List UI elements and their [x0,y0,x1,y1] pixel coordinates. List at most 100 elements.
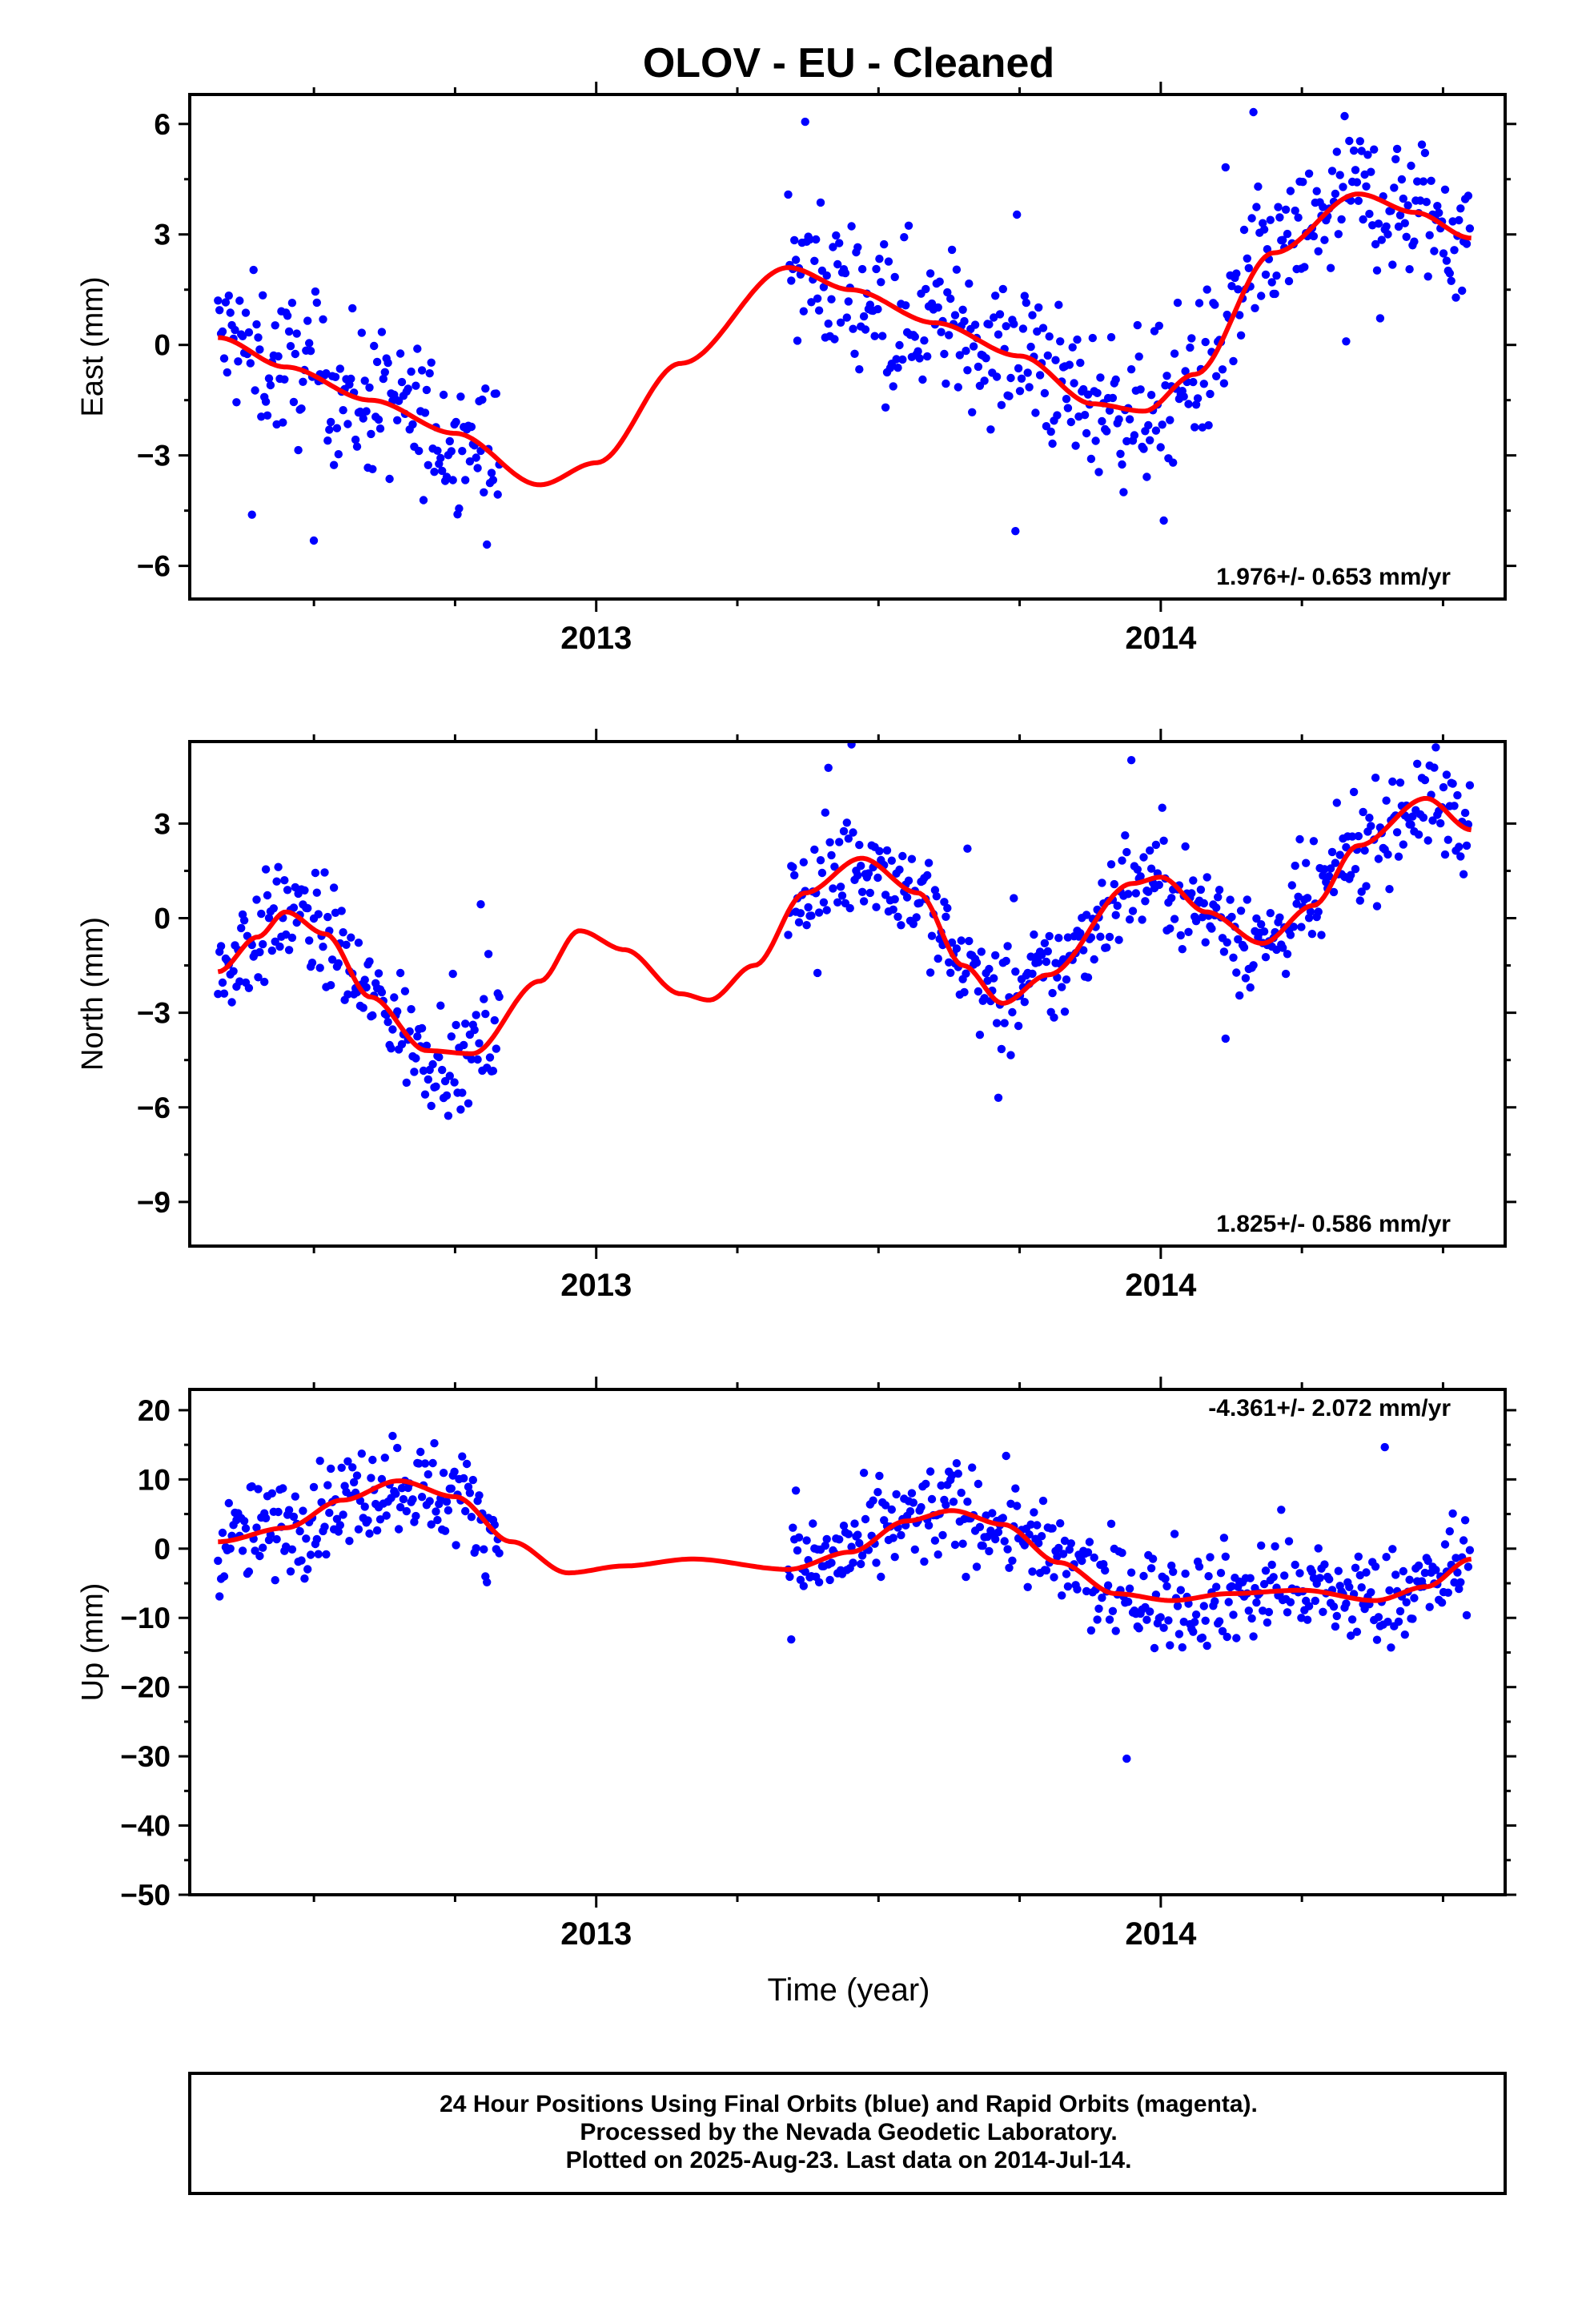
data-point [1178,1642,1187,1652]
data-point [801,117,809,127]
data-point [473,464,482,472]
data-point [972,958,982,967]
data-point [1046,427,1055,436]
data-point [480,1545,488,1554]
data-point [1352,178,1362,187]
data-point [396,968,405,978]
data-point [835,239,844,247]
data-point [274,1507,283,1517]
data-point [286,1567,295,1576]
data-point [1227,1582,1236,1591]
data-point [1170,349,1179,358]
data-point [385,474,394,484]
y-tick-label: 0 [154,1533,171,1566]
data-point [968,408,977,416]
data-point [432,1082,440,1092]
data-point [1372,902,1382,911]
data-point [291,1492,299,1501]
data-point [460,1474,468,1483]
data-point [1370,145,1379,154]
data-point [1335,171,1344,179]
data-point [347,374,355,384]
data-point [1362,882,1371,891]
data-point [1291,206,1299,215]
data-point [1216,1569,1226,1578]
data-point [1054,1543,1063,1553]
data-point [1408,1614,1417,1623]
data-point [1224,1598,1233,1606]
data-point [481,384,490,393]
data-point [430,468,439,476]
data-point [257,909,266,919]
data-point [375,1515,385,1524]
y-tick-label: −6 [137,550,171,583]
data-point [1060,1536,1070,1546]
data-point [930,1536,940,1545]
data-point [1459,1536,1468,1545]
data-point [370,341,379,351]
data-point [1105,1615,1114,1624]
data-point [362,407,371,416]
data-point [1116,449,1125,458]
data-point [1332,147,1342,156]
data-point [1056,337,1065,346]
data-point [1161,381,1170,390]
data-point [1394,222,1403,231]
data-point [259,291,267,300]
data-point [921,284,930,294]
data-point [1402,232,1411,241]
data-point [1360,846,1369,855]
data-point [859,312,869,321]
data-point [1002,1451,1010,1461]
data-point [219,1572,229,1581]
data-point [1319,871,1327,880]
data-point [1050,1013,1058,1022]
data-point [417,1023,427,1033]
data-point [305,339,314,348]
data-point [1327,847,1337,857]
data-point [1002,322,1010,331]
data-point [1060,1007,1070,1016]
data-point [857,264,867,274]
data-point [325,1508,334,1518]
data-point [915,899,924,907]
data-point [850,1519,859,1528]
data-point [942,379,950,388]
x-tick-label: 2014 [1125,1916,1197,1952]
data-point [1372,1635,1382,1644]
data-point [1219,1534,1229,1542]
data-point [355,407,365,416]
data-point [1086,454,1096,464]
data-point [1229,953,1238,963]
footer-line-2: Processed by the Nevada Geodetic Laborat… [580,2119,1117,2145]
data-point [1347,1631,1355,1640]
data-point [215,1592,224,1601]
data-point [1000,1537,1009,1546]
data-point [1195,299,1204,308]
data-point [1093,1615,1102,1624]
data-point [1028,969,1037,979]
data-point [1203,285,1211,294]
data-point [1045,931,1054,941]
data-point [374,969,383,978]
data-point [1462,1610,1472,1620]
data-point [1259,219,1267,227]
data-point [1420,775,1430,785]
data-point [1334,1566,1343,1575]
data-point [1455,842,1464,851]
data-point [247,1482,256,1491]
data-point [932,892,942,901]
data-point [1005,1563,1014,1573]
data-point [1342,337,1351,346]
data-point [232,398,241,407]
data-point [787,276,796,285]
data-point [909,1498,918,1507]
data-point [432,1507,440,1516]
data-point [1284,1537,1294,1546]
data-point [1440,850,1450,859]
data-point [1106,1519,1116,1529]
data-point [279,418,287,427]
data-point [963,844,972,853]
data-point [887,1505,897,1514]
data-point [943,903,952,913]
